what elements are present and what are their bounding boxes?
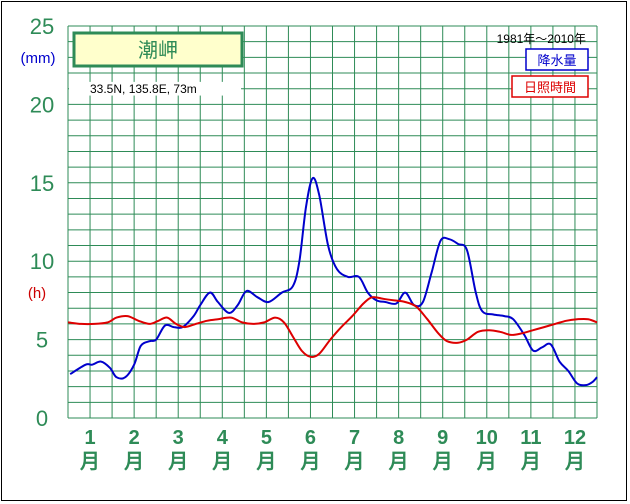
x-tick-unit: 月: [123, 451, 144, 473]
y-tick-label: 5: [36, 328, 48, 353]
x-tick-label: 8: [393, 427, 404, 449]
precip-unit-label: (mm): [21, 50, 56, 67]
x-tick-unit: 月: [476, 451, 497, 473]
period-label: 1981年〜2010年: [497, 32, 586, 46]
sunshine-unit-label: (h): [28, 285, 46, 302]
x-tick-label: 4: [217, 427, 229, 449]
legend-box: [525, 48, 589, 71]
legend-box: [511, 75, 589, 98]
y-tick-label: 10: [30, 249, 54, 274]
x-tick-label: 7: [349, 427, 360, 449]
x-tick-unit: 月: [432, 451, 453, 473]
precipitation-line: [69, 176, 598, 387]
x-tick-label: 3: [173, 427, 184, 449]
x-tick-unit: 月: [255, 451, 276, 473]
x-tick-unit: 月: [167, 451, 188, 473]
info-band: [69, 81, 241, 96]
x-tick-label: 11: [520, 427, 541, 449]
x-tick-label: 5: [261, 427, 272, 449]
sunshine-line: [67, 296, 598, 358]
x-tick-label: 9: [437, 427, 448, 449]
y-tick-label: 15: [30, 171, 54, 196]
x-tick-unit: 月: [79, 451, 100, 473]
x-tick-unit: 月: [520, 451, 541, 473]
x-tick-unit: 月: [564, 451, 585, 473]
x-tick-unit: 月: [211, 451, 232, 473]
y-tick-label: 20: [30, 92, 54, 117]
y-tick-label: 0: [36, 406, 48, 431]
x-tick-label: 12: [564, 427, 586, 449]
station-coordinates: 33.5N, 135.8E, 73m: [90, 82, 197, 96]
station-name-box: [72, 31, 244, 68]
x-tick-label: 2: [129, 427, 140, 449]
station-name: 潮岬: [138, 38, 178, 62]
x-tick-label: 1: [84, 427, 95, 449]
x-tick-label: 6: [305, 427, 316, 449]
legend-label: 日照時間: [524, 81, 576, 96]
x-tick-unit: 月: [299, 451, 320, 473]
x-tick-label: 10: [476, 427, 498, 449]
x-tick-unit: 月: [344, 451, 365, 473]
legend-label: 降水量: [537, 54, 576, 69]
y-tick-label: 25: [30, 14, 54, 39]
x-tick-unit: 月: [388, 451, 409, 473]
